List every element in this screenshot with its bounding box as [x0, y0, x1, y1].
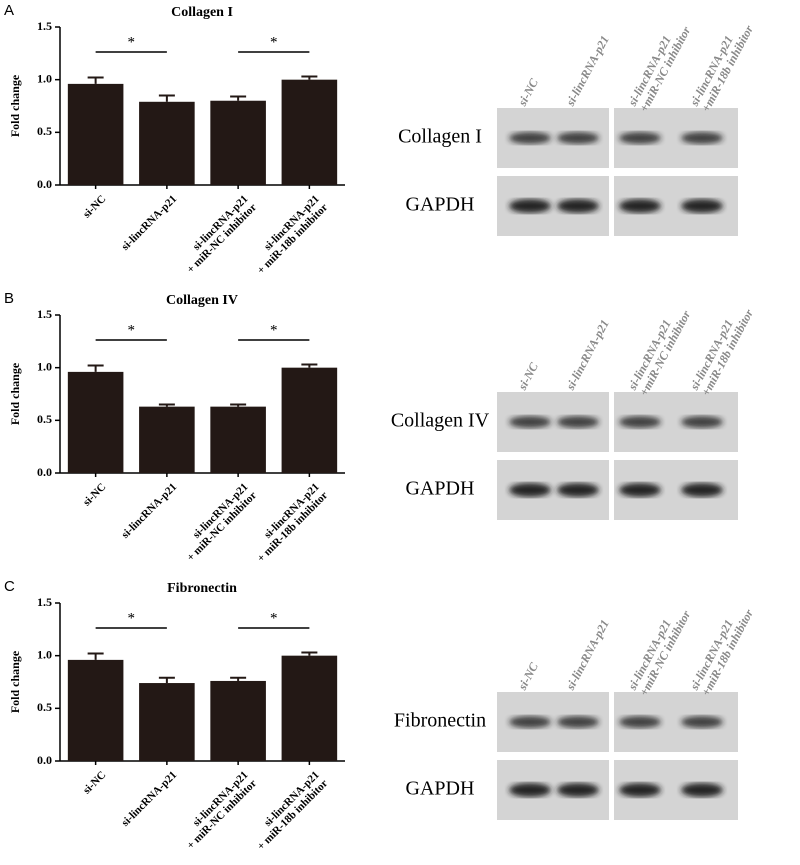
- y-tick-label: 1.0: [37, 359, 52, 373]
- significance-label: *: [128, 322, 136, 338]
- significance-label: *: [128, 34, 136, 50]
- blot-band: [509, 483, 551, 497]
- chart-title: Collagen I: [171, 5, 233, 20]
- panel: Collagen I Fold change 0.0 0.5 1.0 1.5 * * Colla…: [0, 0, 800, 288]
- bar: [139, 101, 195, 185]
- significance-label: *: [270, 610, 278, 626]
- blot-band: [557, 783, 599, 797]
- bar: [210, 100, 266, 185]
- blot-band: [681, 783, 723, 797]
- blot-band: [509, 199, 551, 213]
- y-tick-label: 0.5: [37, 124, 52, 138]
- y-axis-label: Fold change: [8, 74, 22, 137]
- blot-row-label: Collagen I: [398, 126, 482, 148]
- y-tick-label: 1.5: [37, 19, 52, 33]
- blot-band: [681, 199, 723, 213]
- bar: [67, 659, 124, 761]
- y-tick-label: 0.5: [37, 700, 52, 714]
- blot-band: [509, 783, 551, 797]
- y-axis-label: Fold change: [8, 650, 22, 713]
- chart-title: Collagen IV: [166, 293, 238, 308]
- blot-row-label: GAPDH: [406, 194, 475, 216]
- panel-letter: B: [4, 290, 15, 307]
- bar: [281, 367, 338, 473]
- y-axis-label: Fold change: [8, 362, 22, 425]
- panel-letter: C: [4, 578, 15, 595]
- panel-graphics: Collagen IV Fold change 0.0 0.5 1.0 1.5 * * Coll…: [8, 293, 738, 520]
- blot-band: [681, 132, 723, 144]
- bar: [210, 680, 266, 761]
- panel-letter: A: [4, 2, 15, 19]
- blot-row-label: Collagen IV: [391, 410, 490, 432]
- y-tick-label: 0.0: [37, 177, 52, 191]
- blot-band: [557, 483, 599, 497]
- bar: [67, 83, 124, 185]
- bar: [139, 683, 195, 761]
- blot-band: [619, 199, 661, 213]
- blot-band: [557, 199, 599, 213]
- blot-row-label: GAPDH: [406, 778, 475, 800]
- bar: [139, 406, 195, 473]
- y-tick-label: 1.0: [37, 647, 52, 661]
- blot-row-label: Fibronectin: [394, 710, 486, 732]
- chart-title: Fibronectin: [167, 581, 237, 596]
- blot-band: [557, 716, 599, 728]
- y-tick-label: 0.0: [37, 465, 52, 479]
- bar: [281, 79, 338, 185]
- significance-label: *: [128, 610, 136, 626]
- y-tick-label: 0.5: [37, 412, 52, 426]
- blot-band: [619, 132, 661, 144]
- blot-band: [509, 416, 551, 428]
- panel: Fibronectin Fold change 0.0 0.5 1.0 1.5 * * Fibr…: [0, 576, 800, 864]
- bar: [281, 655, 338, 761]
- y-tick-label: 0.0: [37, 753, 52, 767]
- blot-band: [619, 483, 661, 497]
- blot-band: [557, 416, 599, 428]
- blot-band: [619, 716, 661, 728]
- significance-label: *: [270, 322, 278, 338]
- blot-band: [681, 416, 723, 428]
- bar: [210, 406, 266, 473]
- y-tick-label: 1.5: [37, 595, 52, 609]
- blot-band: [509, 716, 551, 728]
- blot-band: [509, 132, 551, 144]
- y-tick-label: 1.5: [37, 307, 52, 321]
- bar: [67, 371, 124, 473]
- blot-band: [619, 783, 661, 797]
- panel-graphics: Collagen I Fold change 0.0 0.5 1.0 1.5 * * Colla…: [8, 5, 738, 236]
- blot-band: [681, 716, 723, 728]
- blot-band: [619, 416, 661, 428]
- panel-graphics: Fibronectin Fold change 0.0 0.5 1.0 1.5 * * Fibr…: [8, 581, 738, 820]
- blot-band: [557, 132, 599, 144]
- blot-row-label: GAPDH: [406, 478, 475, 500]
- y-tick-label: 1.0: [37, 71, 52, 85]
- panel: Collagen IV Fold change 0.0 0.5 1.0 1.5 * * Coll…: [0, 288, 800, 576]
- blot-band: [681, 483, 723, 497]
- significance-label: *: [270, 34, 278, 50]
